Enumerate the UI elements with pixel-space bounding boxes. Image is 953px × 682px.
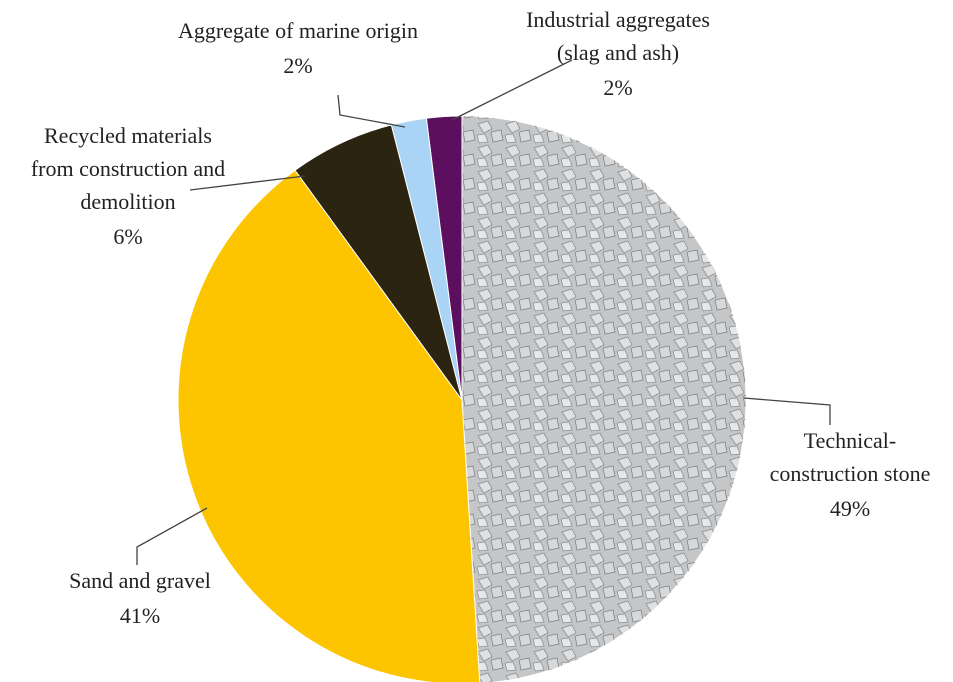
slice-label: Industrial aggregates [526, 7, 710, 32]
pie-slice [177, 169, 481, 682]
slice-label: construction stone [770, 461, 931, 486]
value-label: 49% [830, 496, 870, 521]
slice-label: Sand and gravel [69, 568, 211, 593]
slice-label: Technical- [804, 428, 897, 453]
leader-line [337, 94, 406, 128]
leader-line [451, 59, 573, 121]
value-label: 41% [120, 603, 160, 628]
slice-label: demolition [80, 189, 175, 214]
slice-label: Recycled materials [44, 123, 212, 148]
leader-line [136, 507, 208, 565]
slice-label: from construction and [31, 156, 225, 181]
value-label: 2% [283, 53, 312, 78]
pie-slice [425, 115, 463, 401]
slice-label: (slag and ash) [557, 40, 679, 65]
leader-line [743, 397, 831, 425]
leader-line [189, 175, 306, 191]
value-label: 2% [603, 75, 632, 100]
slice-texture [462, 116, 747, 682]
value-label: 6% [113, 224, 142, 249]
slice-label: Aggregate of marine origin [178, 18, 418, 43]
